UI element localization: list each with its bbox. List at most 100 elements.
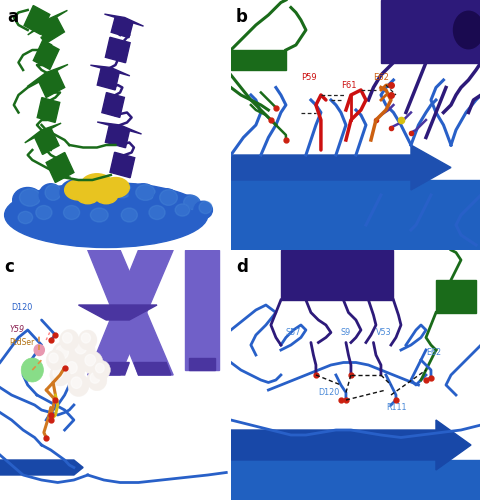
Polygon shape — [78, 305, 156, 320]
Circle shape — [21, 358, 43, 382]
Ellipse shape — [76, 186, 99, 204]
Circle shape — [71, 337, 95, 363]
Ellipse shape — [101, 178, 129, 198]
Ellipse shape — [36, 206, 52, 220]
Circle shape — [78, 330, 97, 350]
Ellipse shape — [178, 195, 201, 215]
Polygon shape — [102, 92, 124, 118]
Circle shape — [66, 362, 77, 374]
Ellipse shape — [89, 179, 109, 196]
Polygon shape — [90, 65, 130, 90]
Text: Y59: Y59 — [9, 326, 24, 334]
Polygon shape — [104, 14, 143, 38]
Circle shape — [52, 341, 77, 369]
Ellipse shape — [95, 186, 118, 204]
Polygon shape — [230, 460, 480, 500]
Circle shape — [74, 341, 86, 354]
Circle shape — [53, 368, 63, 378]
Polygon shape — [230, 50, 285, 70]
Polygon shape — [230, 420, 470, 470]
Polygon shape — [97, 122, 141, 148]
Ellipse shape — [115, 208, 138, 228]
Text: b: b — [235, 8, 247, 26]
Ellipse shape — [90, 208, 108, 222]
Ellipse shape — [113, 182, 131, 198]
Circle shape — [50, 364, 70, 386]
Ellipse shape — [183, 196, 199, 209]
Ellipse shape — [453, 11, 480, 49]
Ellipse shape — [5, 182, 207, 248]
Polygon shape — [46, 152, 74, 182]
Ellipse shape — [58, 205, 81, 225]
Polygon shape — [0, 460, 83, 475]
Circle shape — [71, 377, 82, 388]
Ellipse shape — [153, 188, 179, 211]
Text: D120: D120 — [12, 303, 33, 312]
Ellipse shape — [159, 190, 177, 206]
Ellipse shape — [199, 202, 212, 213]
Text: E62: E62 — [372, 73, 388, 82]
Circle shape — [68, 374, 89, 396]
Circle shape — [56, 346, 68, 359]
Polygon shape — [28, 10, 67, 43]
Circle shape — [85, 354, 96, 366]
Circle shape — [95, 364, 104, 373]
Polygon shape — [230, 180, 480, 250]
Polygon shape — [92, 362, 129, 375]
Text: E62: E62 — [425, 348, 440, 357]
Text: P59: P59 — [300, 73, 316, 82]
Circle shape — [46, 350, 64, 370]
Text: S57: S57 — [285, 328, 300, 337]
Polygon shape — [37, 98, 60, 122]
Circle shape — [62, 332, 72, 343]
Ellipse shape — [81, 174, 113, 196]
Circle shape — [93, 360, 110, 380]
Text: V53: V53 — [375, 328, 391, 337]
Polygon shape — [280, 250, 393, 300]
Ellipse shape — [45, 184, 61, 200]
Ellipse shape — [143, 205, 166, 225]
Ellipse shape — [83, 178, 110, 203]
Ellipse shape — [84, 208, 109, 228]
Text: PtdSer: PtdSer — [9, 338, 35, 347]
Polygon shape — [27, 64, 68, 98]
Polygon shape — [230, 145, 450, 190]
Circle shape — [81, 333, 90, 343]
Circle shape — [63, 358, 85, 382]
Circle shape — [87, 369, 107, 391]
Polygon shape — [105, 38, 130, 62]
Text: d: d — [235, 258, 247, 276]
Polygon shape — [24, 123, 61, 154]
Circle shape — [34, 344, 44, 356]
Ellipse shape — [18, 212, 33, 224]
Ellipse shape — [175, 204, 189, 216]
Ellipse shape — [64, 180, 92, 200]
Ellipse shape — [30, 205, 53, 225]
Polygon shape — [184, 250, 219, 370]
Polygon shape — [380, 0, 480, 62]
Text: R111: R111 — [385, 403, 406, 412]
Polygon shape — [87, 250, 173, 375]
Text: S9: S9 — [340, 328, 350, 337]
Text: c: c — [5, 258, 14, 276]
Polygon shape — [189, 358, 214, 370]
Polygon shape — [133, 362, 170, 375]
Ellipse shape — [193, 201, 212, 219]
Polygon shape — [24, 6, 50, 34]
Circle shape — [60, 330, 79, 350]
Ellipse shape — [129, 184, 156, 206]
Ellipse shape — [20, 188, 40, 206]
Polygon shape — [435, 280, 475, 312]
Ellipse shape — [149, 206, 165, 220]
Text: F61: F61 — [340, 80, 356, 90]
Ellipse shape — [169, 204, 190, 221]
Circle shape — [49, 353, 58, 363]
Polygon shape — [110, 152, 134, 178]
Ellipse shape — [107, 181, 132, 204]
Circle shape — [90, 372, 100, 383]
Polygon shape — [87, 250, 173, 375]
Ellipse shape — [63, 206, 80, 220]
Polygon shape — [33, 40, 59, 70]
Circle shape — [82, 351, 103, 374]
Ellipse shape — [60, 180, 87, 205]
